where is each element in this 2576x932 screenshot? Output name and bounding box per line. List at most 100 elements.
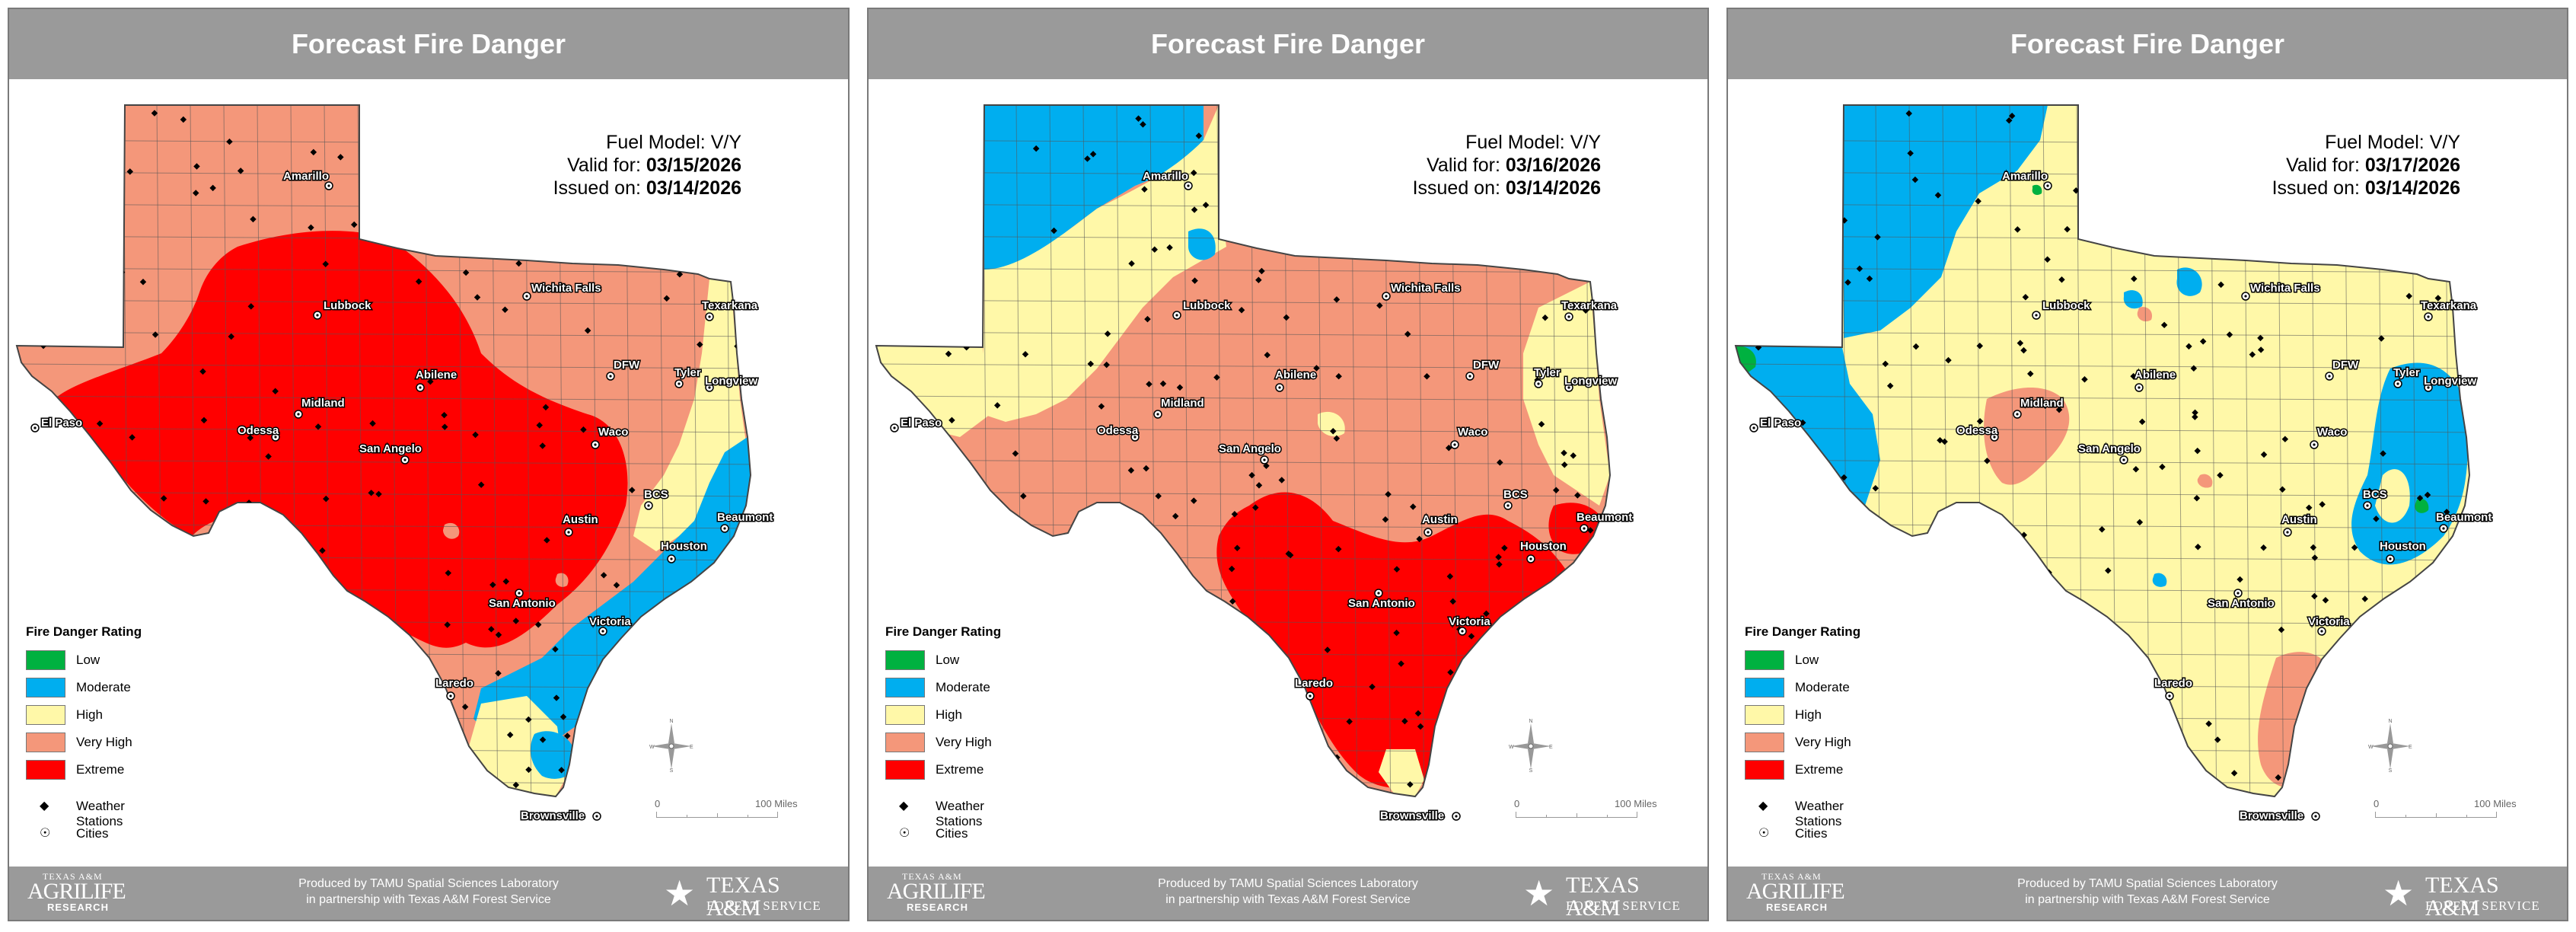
weather-station-marker — [1525, 542, 1532, 549]
svg-text:Longview: Longview — [1564, 375, 1618, 388]
fire-danger-zone-moderate — [2176, 267, 2202, 296]
weather-station-marker — [1382, 515, 1389, 523]
weather-station-marker — [1449, 598, 1456, 605]
svg-text:DFW: DFW — [614, 359, 640, 372]
weather-station-marker — [1784, 254, 1790, 261]
weather-station-marker — [1483, 610, 1490, 618]
svg-text:N: N — [2388, 719, 2392, 724]
weather-station-marker — [1423, 372, 1430, 380]
legend-swatch — [26, 705, 65, 725]
legend-item-very-high: Very High — [885, 733, 1001, 760]
weather-station-marker — [189, 540, 196, 547]
weather-station-marker — [1936, 560, 1943, 567]
weather-station-marker — [1065, 571, 1072, 578]
weather-station-marker — [193, 190, 199, 196]
fire-danger-zone-moderate — [1844, 105, 2048, 338]
footer-credit: Produced by TAMU Spatial Sciences Labora… — [2017, 877, 2278, 906]
svg-text:Longview: Longview — [2424, 375, 2477, 388]
weather-station-marker — [2042, 746, 2049, 754]
weather-station-marker — [264, 714, 272, 722]
weather-station-marker — [374, 207, 381, 214]
weather-station-marker — [2062, 678, 2070, 685]
city-el-paso: El Paso — [1749, 416, 1803, 432]
weather-station-marker — [1100, 623, 1107, 630]
weather-station-marker — [1330, 427, 1337, 435]
weather-station-marker — [1907, 612, 1914, 619]
svg-text:Odessa: Odessa — [238, 424, 279, 437]
weather-station-marker — [320, 575, 327, 582]
weather-station-marker — [479, 172, 486, 180]
weather-station-marker — [185, 600, 192, 608]
weather-station-marker — [1197, 777, 1204, 785]
weather-station-marker — [247, 434, 254, 442]
weather-station-marker — [539, 736, 547, 743]
fire-danger-zone-high — [1318, 411, 1345, 437]
panel-footer: TEXAS A&M AGRILIFE RESEARCH Produced by … — [9, 867, 848, 920]
weather-station-marker — [2340, 119, 2348, 126]
weather-station-marker — [1333, 296, 1341, 303]
texas-forest-service-logo: ★ TEXAS A&M FOREST SERVICE — [664, 873, 821, 921]
issued-label: Issued on: — [2272, 177, 2360, 199]
weather-station-marker — [310, 148, 317, 156]
weather-station-marker — [506, 731, 514, 739]
weather-station-marker — [203, 547, 211, 554]
weather-station-marker — [129, 434, 135, 441]
weather-station-marker — [378, 621, 385, 627]
texas-fire-danger-map: Amarillo Lubbock Wichita Falls Texarkana… — [875, 104, 1634, 824]
fire-danger-zone-extreme — [1216, 492, 1569, 788]
svg-text:Tyler: Tyler — [674, 366, 701, 379]
city-wichita-falls: Wichita Falls — [2241, 281, 2321, 301]
legend-label: Moderate — [936, 680, 990, 694]
weather-station-marker — [2090, 752, 2098, 759]
weather-station-marker — [2385, 773, 2393, 780]
weather-station-marker — [2342, 689, 2348, 696]
weather-station-marker — [209, 184, 216, 192]
weather-station-marker — [2322, 597, 2329, 604]
weather-station-marker — [2190, 130, 2197, 137]
svg-text:Lubbock: Lubbock — [1183, 299, 1231, 312]
scale-bar: 0 100 Miles — [1514, 798, 1668, 828]
svg-text:El Paso: El Paso — [1760, 417, 1801, 429]
city-tyler: Tyler — [674, 365, 702, 388]
weather-station-marker — [1136, 714, 1143, 722]
weather-station-marker — [1258, 133, 1265, 140]
weather-station-marker — [229, 646, 236, 653]
legend-label: Weather Stations — [936, 799, 984, 828]
city-brownsville: Brownsville — [2239, 809, 2320, 824]
weather-station-marker — [2217, 471, 2224, 479]
weather-station-marker — [958, 570, 965, 577]
weather-station-marker — [1468, 633, 1475, 640]
legend-item-moderate: Moderate — [26, 678, 142, 705]
weather-station-marker — [1278, 477, 1286, 484]
fire-danger-zone-low — [2415, 498, 2429, 513]
weather-station-marker — [44, 471, 51, 477]
weather-station-marker — [1414, 710, 1422, 717]
city-texarkana: Texarkana — [1561, 298, 1618, 321]
city-el-paso: El Paso — [30, 416, 84, 432]
weather-station-marker — [1573, 698, 1580, 706]
weather-station-marker — [1232, 661, 1239, 669]
weather-station-marker — [2415, 764, 2423, 772]
svg-text:Amarillo: Amarillo — [283, 170, 329, 183]
svg-text:Austin: Austin — [1422, 513, 1458, 526]
legend-label: Extreme — [1795, 762, 1844, 777]
city-wichita-falls: Wichita Falls — [522, 281, 602, 301]
fire-danger-zone-high — [876, 346, 990, 437]
weather-station-marker — [489, 581, 496, 589]
weather-station-marker — [167, 635, 175, 642]
svg-text:Odessa: Odessa — [1097, 424, 1139, 437]
weather-station-marker — [444, 621, 451, 628]
legend-title: Fire Danger Rating — [26, 624, 142, 639]
weather-station-marker — [1050, 227, 1057, 235]
weather-station-marker — [2257, 334, 2264, 342]
issued-date: 03/14/2026 — [2364, 177, 2460, 199]
scale-bar: 0 100 Miles — [2374, 798, 2527, 828]
city-san-antonio: San Antonio — [488, 589, 556, 611]
city-amarillo: Amarillo — [2001, 169, 2052, 190]
weather-station-marker — [2004, 669, 2012, 676]
legend-label: Low — [936, 653, 960, 667]
weather-station-marker — [2160, 321, 2168, 329]
texas-forest-service-logo: ★ TEXAS A&M FOREST SERVICE — [2383, 873, 2540, 921]
weather-station-marker — [504, 142, 512, 149]
weather-station-marker — [502, 578, 510, 585]
